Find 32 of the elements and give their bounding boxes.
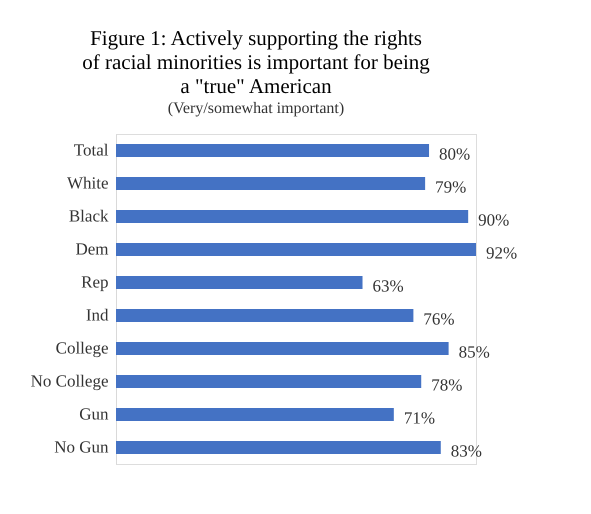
y-tick-label: Rep — [81, 272, 108, 292]
bar — [116, 309, 414, 322]
bar — [116, 210, 468, 223]
y-tick-label: Black — [68, 206, 109, 226]
bar — [116, 276, 363, 289]
bar — [116, 177, 426, 190]
y-tick-label: No Gun — [54, 438, 109, 456]
data-label: 90% — [478, 210, 510, 230]
bar — [116, 144, 430, 157]
data-label: 92% — [486, 244, 518, 262]
bar — [116, 342, 449, 355]
y-tick-label: Total — [74, 140, 109, 160]
y-tick-label: White — [66, 174, 108, 192]
data-label: 63% — [372, 276, 404, 296]
y-tick-label: Gun — [79, 404, 109, 424]
data-label: 79% — [435, 178, 466, 196]
data-label: 71% — [404, 408, 435, 428]
y-tick-label: College — [56, 338, 108, 358]
data-label: 76% — [423, 310, 455, 328]
bar — [116, 375, 422, 388]
bar — [116, 441, 441, 454]
y-tick-label: Dem — [75, 240, 108, 258]
data-label: 85% — [458, 342, 490, 362]
data-label: 83% — [450, 442, 482, 460]
bar — [116, 243, 476, 256]
y-tick-label: No College — [30, 372, 108, 390]
chart-subtitle: (Very/somewhat important) — [168, 100, 344, 117]
data-label: 78% — [431, 376, 462, 394]
data-label: 80% — [439, 144, 470, 164]
bar — [116, 408, 394, 421]
chart-title: Figure 1: Actively supporting the rights of racial minorities is important for being a "true" American — [82, 26, 430, 98]
y-tick-label: Ind — [86, 306, 109, 324]
